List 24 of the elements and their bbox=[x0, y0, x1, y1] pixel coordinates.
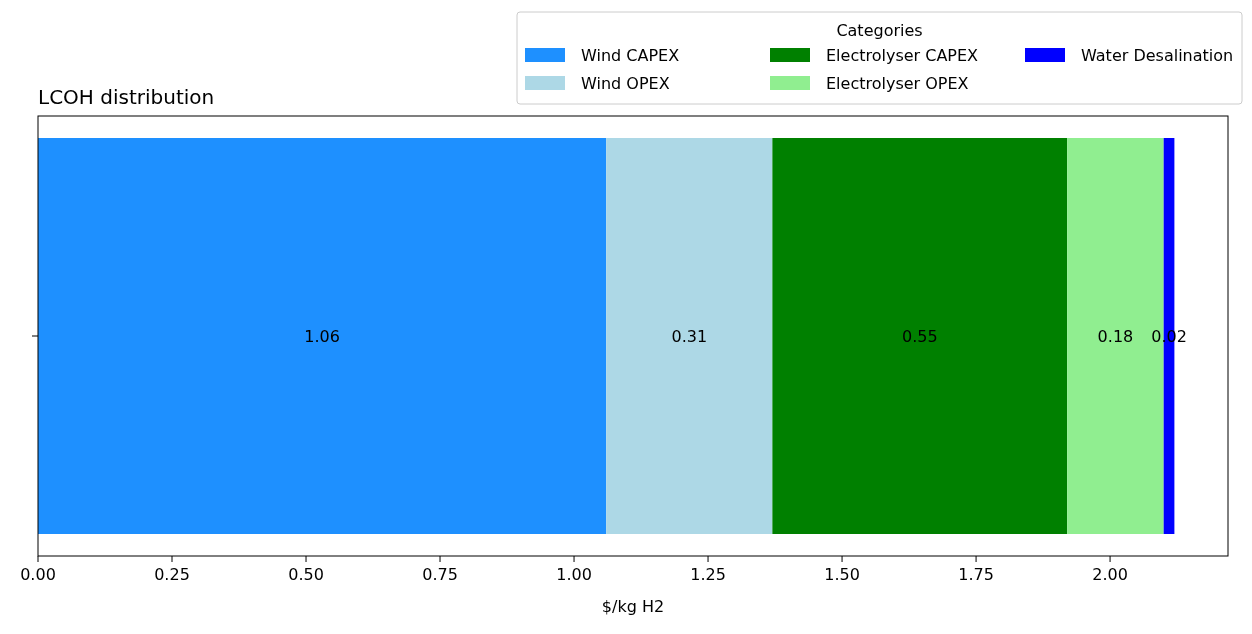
legend-label: Wind CAPEX bbox=[581, 45, 680, 65]
x-axis-title: $/kg H2 bbox=[601, 597, 665, 616]
x-tick-label: 0.50 bbox=[288, 565, 324, 584]
data-label: 1.06 bbox=[304, 326, 340, 346]
bar bbox=[38, 138, 607, 534]
chart-title: LCOH distribution bbox=[38, 85, 215, 109]
legend-label: Electrolyser CAPEX bbox=[826, 45, 979, 65]
data-label: 0.55 bbox=[901, 326, 938, 346]
x-tick-label: 0.00 bbox=[20, 565, 56, 584]
x-tick-label: 0.75 bbox=[422, 565, 458, 584]
legend-label: Water Desalination bbox=[1081, 45, 1234, 65]
legend-title: Categories bbox=[836, 21, 923, 40]
x-tick-label: 1.00 bbox=[556, 565, 592, 584]
legend-label: Wind OPEX bbox=[581, 73, 670, 93]
x-tick-label: 1.25 bbox=[690, 565, 726, 584]
bar bbox=[772, 138, 1068, 534]
x-tick-label: 0.25 bbox=[154, 565, 190, 584]
data-label: 0.18 bbox=[1097, 326, 1134, 346]
x-tick-label: 1.75 bbox=[958, 565, 994, 584]
x-tick-label: 2.00 bbox=[1092, 565, 1128, 584]
x-tick-label: 1.50 bbox=[824, 565, 860, 584]
legend-label: Electrolyser OPEX bbox=[826, 73, 969, 93]
bar bbox=[606, 138, 773, 534]
data-label: 0.31 bbox=[671, 326, 708, 346]
